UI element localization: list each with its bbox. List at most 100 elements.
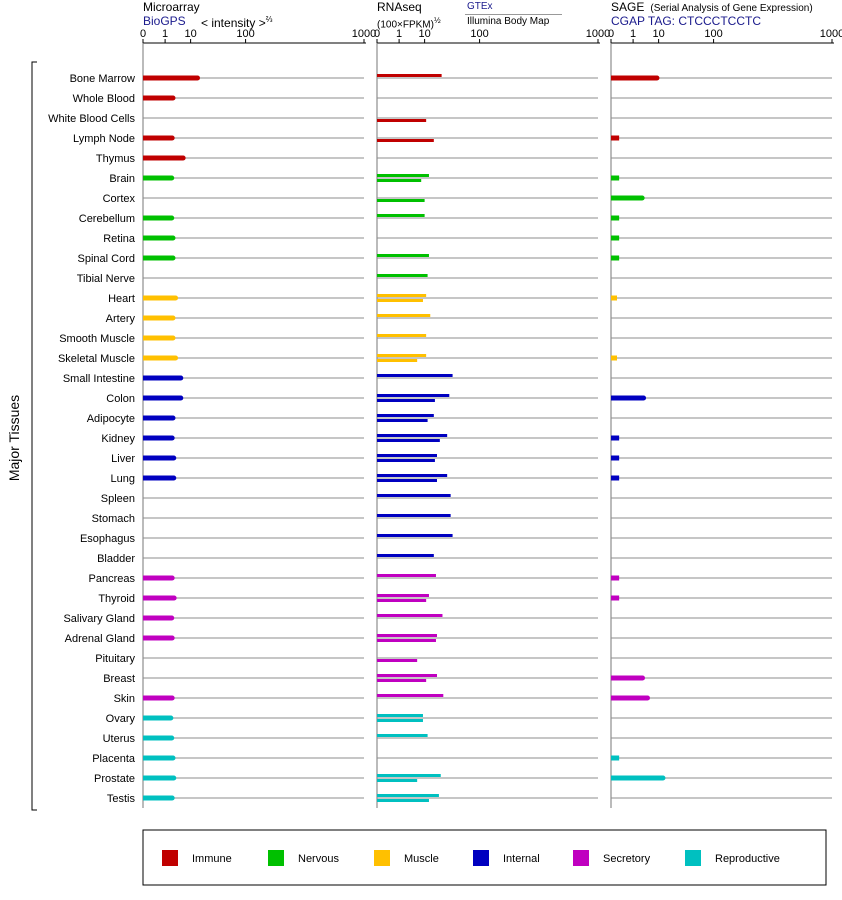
rnaseq-illumina-bar (377, 459, 435, 462)
tissue-label: Cortex (103, 193, 136, 205)
tissue-label: Colon (106, 393, 135, 405)
rnaseq-title: RNAseq (377, 0, 422, 14)
rnaseq-gtex-bar (377, 714, 423, 717)
rnaseq-illumina-bar (377, 299, 423, 302)
panel-1-tick-label-3: 100 (470, 28, 488, 40)
legend-label-nervous: Nervous (298, 853, 339, 865)
tissue-label: Testis (107, 793, 136, 805)
rnaseq-illumina-bar (377, 659, 418, 662)
rnaseq-illumina-bar (377, 679, 427, 682)
rows-group: Bone Marrow Whole Blood White Blood Cells L… (6, 61, 832, 811)
microarray-bar-end (170, 255, 176, 261)
tissue-label: Uterus (103, 733, 136, 745)
rnaseq-gtex-bar (377, 574, 436, 577)
rnaseq-gtex-bar (377, 374, 453, 377)
rnaseq-gtex-bar (377, 534, 453, 537)
microarray-bar-end (173, 355, 179, 361)
rnaseq-illumina-bar (377, 779, 418, 782)
rnaseq-gtex-bar (377, 334, 427, 337)
tissue-label: Thymus (96, 153, 136, 165)
microarray-source-link[interactable]: BioGPS (143, 14, 186, 28)
microarray-bar-end (169, 135, 175, 141)
tissue-label: White Blood Cells (48, 113, 135, 125)
microarray-bar-end (171, 775, 177, 781)
tissue-label: Skeletal Muscle (58, 353, 135, 365)
rnaseq-illumina-bar (377, 719, 423, 722)
tissue-label: Thyroid (98, 593, 135, 605)
tissue-label: Pituitary (95, 653, 135, 665)
rnaseq-gtex-bar (377, 554, 434, 557)
legend-label-secretory: Secretory (603, 853, 651, 865)
tissue-label: Adrenal Gland (65, 633, 135, 645)
tissue-label: Esophagus (80, 533, 136, 545)
panel-2-tick-label-2: 10 (652, 28, 664, 40)
tissue-label: Kidney (101, 433, 135, 445)
rnaseq-gtex-bar (377, 74, 442, 77)
panel-2-tick-label-0: 0 (608, 28, 614, 40)
tissue-label: Spleen (101, 493, 135, 505)
legend-label-immune: Immune (192, 853, 232, 865)
tissue-label: Lung (111, 473, 135, 485)
tissue-label: Whole Blood (73, 93, 135, 105)
rnaseq-gtex-bar (377, 694, 444, 697)
rnaseq-gtex-bar (377, 494, 451, 497)
rnaseq-scale: (100×FPKM)½ (377, 15, 441, 31)
legend-label-internal: Internal (503, 853, 540, 865)
tissue-label: Brain (109, 173, 135, 185)
microarray-bar-end (169, 795, 175, 801)
microarray-scale-label: < intensity > (201, 16, 266, 30)
rnaseq-gtex-bar (377, 474, 448, 477)
gtex-link[interactable]: GTEx (467, 1, 493, 12)
sage-title: SAGE (Serial Analysis of Gene Expression) (611, 0, 813, 15)
microarray-bar-end (171, 455, 177, 461)
rnaseq-gtex-bar (377, 414, 434, 417)
tissue-label: Ovary (106, 713, 136, 725)
microarray-bar-end (169, 635, 175, 641)
rnaseq-gtex-bar (377, 274, 428, 277)
tissue-label: Placenta (92, 753, 136, 765)
legend-swatch-muscle (374, 850, 390, 866)
bars-group (143, 74, 666, 802)
rnaseq-gtex-bar (377, 734, 428, 737)
sage-bar-end (660, 775, 666, 781)
legend-swatch-secretory (573, 850, 589, 866)
sage-bar-end (639, 195, 645, 201)
legend-label-muscle: Muscle (404, 853, 439, 865)
rnaseq-gtex-bar (377, 614, 443, 617)
tissue-label: Heart (108, 293, 135, 305)
group-bracket (31, 61, 37, 811)
panel-1-tick-label-4: 1000 (586, 28, 610, 40)
rnaseq-illumina-bar (377, 639, 436, 642)
tissue-label: Retina (103, 233, 136, 245)
microarray-bar-end (178, 375, 184, 381)
microarray-bar-end (170, 315, 176, 321)
sage-tag-link[interactable]: CGAP TAG: CTCCCTCCTC (611, 14, 762, 28)
tissue-label: Bone Marrow (70, 73, 135, 85)
microarray-bar-end (170, 335, 176, 341)
rnaseq-gtex-bar (377, 774, 441, 777)
illumina-body-map-label: Illumina Body Map (467, 16, 550, 27)
microarray-bar-end (178, 395, 184, 401)
rnaseq-gtex-bar (377, 594, 429, 597)
rnaseq-gtex-bar (377, 514, 451, 517)
microarray-bar-end (168, 715, 174, 721)
rnaseq-illumina-bar (377, 419, 428, 422)
rnaseq-illumina-bar (377, 199, 425, 202)
microarray-bar-end (170, 415, 176, 421)
tissue-label: Prostate (94, 773, 135, 785)
legend-swatch-reproductive (685, 850, 701, 866)
sage-title-text: SAGE (611, 0, 645, 14)
rnaseq-gtex-bar (377, 674, 437, 677)
rnaseq-illumina-bar (377, 179, 422, 182)
microarray-bar-end (169, 695, 175, 701)
panel-2-tick-label-3: 100 (704, 28, 722, 40)
panel-1-tick-label-2: 10 (418, 28, 430, 40)
panel-0-tick-label-1: 1 (162, 28, 168, 40)
tissue-label: Lymph Node (73, 133, 135, 145)
microarray-bar-end (171, 475, 177, 481)
group-label: Major Tissues (6, 395, 22, 481)
tissue-label: Salivary Gland (63, 613, 135, 625)
rnaseq-gtex-bar (377, 294, 427, 297)
